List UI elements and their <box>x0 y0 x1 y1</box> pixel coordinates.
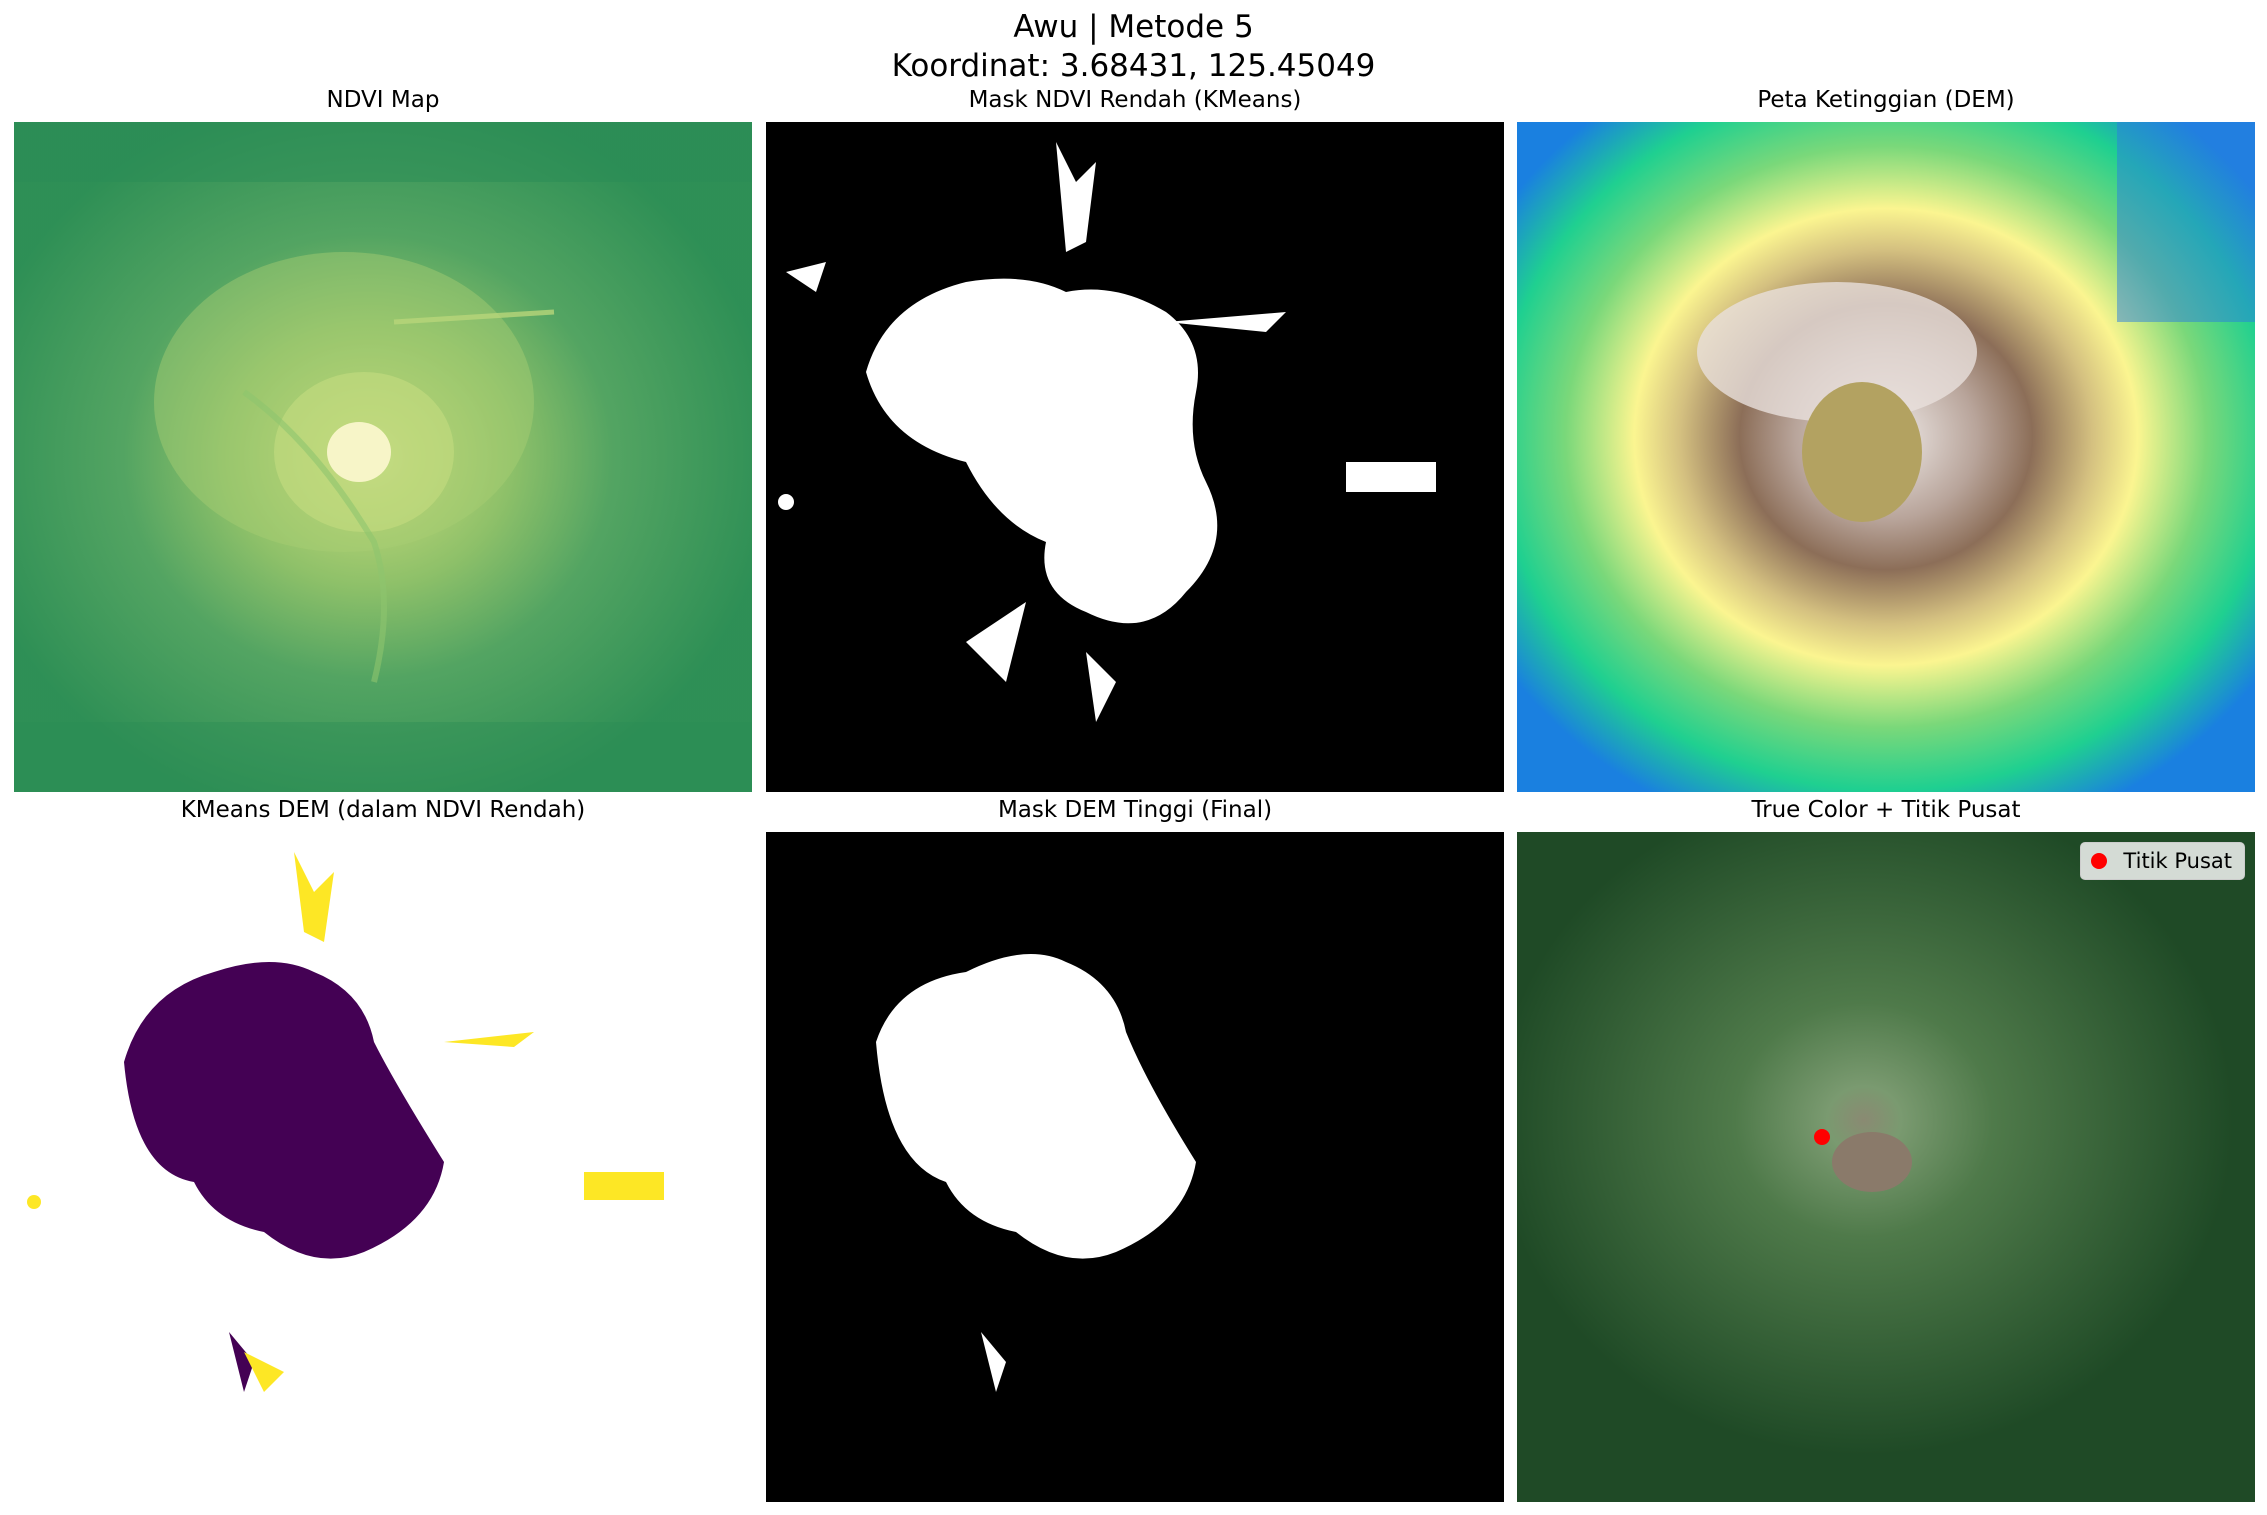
mask-dem-image <box>766 832 1504 1502</box>
panel-title-true-color: True Color + Titik Pusat <box>1751 797 2021 823</box>
panel-title-dem: Peta Ketinggian (DEM) <box>1757 87 2015 113</box>
mask-ndvi-image <box>766 122 1504 792</box>
figure-subtitle: Koordinat: 3.68431, 125.45049 <box>891 48 1376 84</box>
panel-title-ndvi: NDVI Map <box>326 87 440 113</box>
panel-title-mask-ndvi: Mask NDVI Rendah (KMeans) <box>968 87 1302 113</box>
legend: Titik Pusat <box>2080 842 2245 880</box>
kmeans-dem-image <box>14 832 752 1502</box>
panel-title-mask-dem: Mask DEM Tinggi (Final) <box>997 797 1273 823</box>
center-point-marker <box>1814 1129 1830 1145</box>
true-color-image: Titik Pusat <box>1517 832 2255 1502</box>
ndvi-map-image <box>14 122 752 792</box>
panel-title-kmeans-dem: KMeans DEM (dalam NDVI Rendah) <box>180 797 586 823</box>
legend-label: Titik Pusat <box>2123 849 2232 873</box>
dem-map-image <box>1517 122 2255 792</box>
figure-title: Awu | Metode 5 <box>1013 9 1254 45</box>
legend-marker-icon <box>2091 853 2108 869</box>
